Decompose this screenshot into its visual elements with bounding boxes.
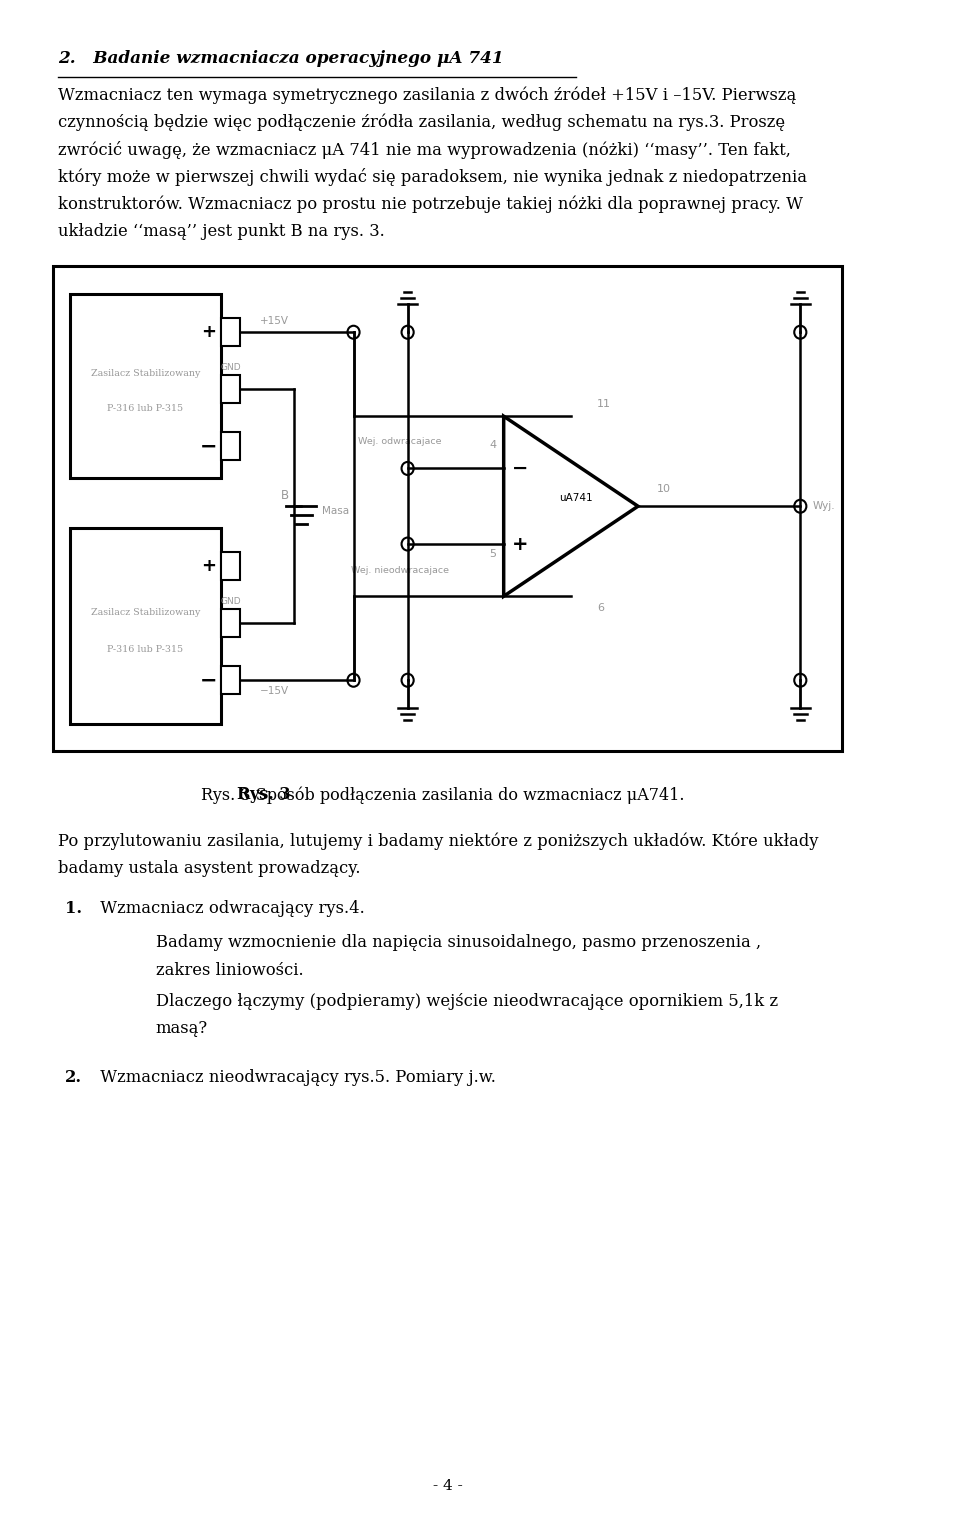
Text: −: − xyxy=(201,437,218,456)
Text: zakres liniowości.: zakres liniowości. xyxy=(156,961,303,978)
Text: +: + xyxy=(202,324,216,341)
Text: 10: 10 xyxy=(658,484,671,494)
Text: Zasilacz Stabilizowany: Zasilacz Stabilizowany xyxy=(91,370,201,377)
Text: Wyj.: Wyj. xyxy=(812,502,835,511)
Text: +: + xyxy=(513,534,529,554)
Text: +: + xyxy=(202,557,216,575)
Text: Masa: Masa xyxy=(322,506,348,516)
Text: Zasilacz Stabilizowany: Zasilacz Stabilizowany xyxy=(91,608,201,618)
Text: GND: GND xyxy=(220,598,241,607)
Text: układzie ‘‘masą’’ jest punkt B na rys. 3.: układzie ‘‘masą’’ jest punkt B na rys. 3… xyxy=(58,222,385,240)
Text: który może w pierwszej chwili wydać się paradoksem, nie wynika jednak z niedopat: który może w pierwszej chwili wydać się … xyxy=(58,169,806,186)
Bar xyxy=(70,528,221,724)
Bar xyxy=(221,318,240,347)
Text: 11: 11 xyxy=(597,399,611,409)
Text: konstruktorów. Wzmacniacz po prostu nie potrzebuje takiej nóżki dla poprawnej pr: konstruktorów. Wzmacniacz po prostu nie … xyxy=(58,196,803,213)
Text: −: − xyxy=(513,459,529,478)
Text: Rys. 3: Rys. 3 xyxy=(237,786,291,803)
Bar xyxy=(221,552,240,580)
Text: 1.: 1. xyxy=(65,900,83,917)
Text: Po przylutowaniu zasilania, lutujemy i badamy niektóre z poniższych układów. Któ: Po przylutowaniu zasilania, lutujemy i b… xyxy=(58,832,818,850)
Text: B: B xyxy=(281,490,289,502)
Bar xyxy=(221,610,240,637)
Text: −15V: −15V xyxy=(260,686,289,697)
Text: zwrócić uwagę, że wzmacniacz μA 741 nie ma wyprowadzenia (nóżki) ‘‘masy’’. Ten f: zwrócić uwagę, że wzmacniacz μA 741 nie … xyxy=(58,141,791,160)
Bar xyxy=(53,266,842,751)
Text: Badamy wzmocnienie dla napięcia sinusoidalnego, pasmo przenoszenia ,: Badamy wzmocnienie dla napięcia sinusoid… xyxy=(156,934,761,952)
Text: masą?: masą? xyxy=(156,1021,208,1037)
Text: +15V: +15V xyxy=(260,316,289,325)
Text: Wzmacniacz nieodwracający rys.5. Pomiary j.w.: Wzmacniacz nieodwracający rys.5. Pomiary… xyxy=(95,1069,496,1086)
Text: Rys. 3 Sposób podłączenia zasilania do wzmacniacz μA741.: Rys. 3 Sposób podłączenia zasilania do w… xyxy=(202,786,684,803)
Text: 2.: 2. xyxy=(65,1069,83,1086)
Text: uA741: uA741 xyxy=(559,493,592,503)
Text: Wej. nieodwracajace: Wej. nieodwracajace xyxy=(351,566,449,575)
Bar xyxy=(221,666,240,694)
Text: 6: 6 xyxy=(597,604,604,613)
Bar xyxy=(221,376,240,403)
Text: Wej. odwracajace: Wej. odwracajace xyxy=(358,438,442,447)
Text: czynnością będzie więc podłączenie źródła zasilania, według schematu na rys.3. P: czynnością będzie więc podłączenie źródł… xyxy=(58,114,785,131)
Text: 5: 5 xyxy=(490,549,496,560)
Text: 2.   Badanie wzmacniacza operacyjnego μA 741: 2. Badanie wzmacniacza operacyjnego μA 7… xyxy=(58,50,503,67)
Text: Wzmacniacz ten wymaga symetrycznego zasilania z dwóch źródeł +15V i –15V. Pierws: Wzmacniacz ten wymaga symetrycznego zasi… xyxy=(58,87,796,105)
Text: P-316 lub P-315: P-316 lub P-315 xyxy=(108,645,183,654)
Text: −: − xyxy=(201,671,218,691)
Text: badamy ustala asystent prowadzący.: badamy ustala asystent prowadzący. xyxy=(58,859,360,876)
Bar xyxy=(70,294,221,478)
Text: Dlaczego łączymy (podpieramy) wejście nieodwracające opornikiem 5,1k z: Dlaczego łączymy (podpieramy) wejście ni… xyxy=(156,993,778,1010)
Text: 4: 4 xyxy=(489,441,496,450)
Text: - 4 -: - 4 - xyxy=(433,1478,463,1494)
Text: GND: GND xyxy=(220,364,241,373)
Bar xyxy=(221,432,240,461)
Text: Wzmacniacz odwracający rys.4.: Wzmacniacz odwracający rys.4. xyxy=(95,900,365,917)
Text: P-316 lub P-315: P-316 lub P-315 xyxy=(108,403,183,412)
